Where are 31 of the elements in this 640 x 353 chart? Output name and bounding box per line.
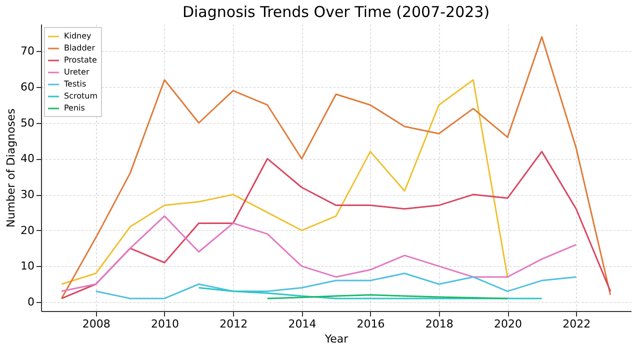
y-tick-label: 20 [20,224,34,237]
y-tick-label: 50 [20,116,34,130]
legend-label: Kidney [64,32,92,40]
line-series [60,150,612,300]
x-axis-title: Year [324,332,349,346]
x-tick-label: 2014 [288,318,316,330]
legend-label: Bladder [64,44,96,52]
line-series [95,272,577,300]
x-tick-label: 2022 [562,318,591,330]
x-tick-label: 2018 [425,318,454,330]
legend-label: Prostate [64,56,98,64]
chart-title: Diagnosis Trends Over Time (2007-2023) [182,3,490,21]
x-tick-label: 2012 [220,318,248,330]
y-tick-label: 0 [28,296,34,309]
legend-label: Testis [63,80,86,88]
x-tick-label: 2020 [494,318,522,330]
x-tick-label: 2016 [356,318,385,330]
line-series [60,79,508,285]
y-tick-label: 10 [20,260,34,273]
legend-label: Ureter [64,68,90,76]
legend-label: Penis [64,104,85,112]
y-tick-label: 60 [20,80,34,94]
line-series [60,215,577,292]
y-tick-label: 40 [20,152,34,166]
line-series [198,286,543,300]
x-tick-label: 2008 [82,318,110,330]
legend-label: Scrotum [64,92,98,100]
y-tick-label: 30 [20,188,34,202]
y-tick-label: 70 [20,44,34,58]
x-tick-label: 2010 [150,318,179,330]
y-axis-title: Number of Diagnoses [4,108,18,228]
